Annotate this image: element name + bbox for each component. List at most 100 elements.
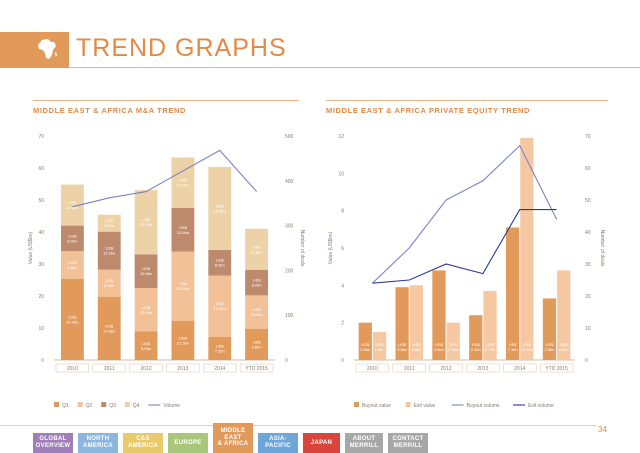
y2-tick-label: 40	[585, 230, 591, 236]
bar-data-label: US$ 7.2bn	[215, 343, 225, 353]
x-tick-label: 2010	[367, 366, 378, 372]
bar-data-label: US$ 21.6bn	[177, 281, 189, 291]
bar-data-label: US$ 25.4bn	[66, 314, 78, 324]
bar-data-label: US$ 8.9bn	[141, 341, 151, 351]
nav-tab-north-america[interactable]: NORTH AMERICA	[78, 433, 118, 453]
legend-label: Exit volume	[528, 403, 554, 409]
legend-swatch	[77, 402, 83, 407]
bar-q4	[245, 228, 269, 270]
bar-data-label: US$ 8.0bn	[67, 233, 77, 243]
right-section-rule	[326, 100, 608, 101]
y2-tick-label: 50	[585, 198, 591, 204]
bar-data-label: US$ 8.6bn	[67, 260, 77, 270]
y2-tick-label: 500	[285, 134, 294, 140]
legend-label: Q2	[86, 403, 93, 409]
x-tick-label: 2013	[477, 366, 488, 372]
y2-axis-title: Number of deals	[599, 230, 605, 267]
x-category-box	[503, 363, 537, 373]
nav-tab-europe[interactable]: EUROPE	[168, 433, 208, 453]
y-tick-label: 10	[338, 171, 344, 177]
x-category-box	[129, 363, 163, 373]
legend-item: Volume	[148, 403, 180, 409]
nav-tab-global-overview[interactable]: GLOBAL OVERVIEW	[33, 433, 73, 453]
y-tick-label: 0	[341, 358, 344, 364]
bar-data-label: US$ 11.9bn	[521, 342, 533, 352]
bar-q3	[245, 269, 269, 296]
legend-swatch	[405, 402, 411, 407]
nav-tab-about-merrill[interactable]: ABOUT MERRILL	[345, 433, 383, 453]
bar-data-label: US$ 11.9bn	[103, 246, 115, 256]
legend-label: Q1	[62, 403, 69, 409]
x-tick-label: 2011	[104, 366, 115, 372]
y-axis-title: Value (US$bn)	[328, 231, 334, 264]
y-axis-title: Value (US$bn)	[28, 231, 34, 264]
legend-item: Exit volume	[513, 403, 554, 409]
bar-data-label: US$ 4.0bn	[411, 342, 421, 352]
y-tick-label: 8	[341, 209, 344, 215]
x-category-box	[466, 363, 500, 373]
x-category-box	[355, 363, 390, 373]
x-category-box	[392, 363, 426, 373]
nav-tab-c-s-america[interactable]: C&S AMERICA	[123, 433, 163, 453]
x-category-box	[203, 363, 237, 373]
right-chart-title: MIDDLE EAST & AFRICA PRIVATE EQUITY TREN…	[326, 106, 531, 115]
x-category-box	[92, 363, 126, 373]
bar-q1	[171, 320, 195, 360]
bar-q3	[171, 208, 195, 252]
x-tick-label: 2011	[404, 366, 415, 372]
bar-data-label: US$ 3.9bn	[397, 342, 407, 352]
x-category-box	[166, 363, 200, 373]
pe-trend-chart: 0 2 4 6 8 10 12 0 10 20 30 40 50 60 70 Value (US$bn) Num…	[328, 134, 605, 409]
bar-data-label: US$ 12.8bn	[66, 200, 78, 210]
nav-tab-middle-east-africa[interactable]: MIDDLE EAST & AFRICA	[213, 423, 253, 453]
bar-q1	[208, 336, 232, 360]
bar-data-label: US$ 19.8bn	[103, 323, 115, 333]
nav-tab-contact-merrill[interactable]: CONTACT MERRILL	[388, 433, 428, 453]
bar-exit-value	[483, 290, 497, 360]
y2-tick-label: 300	[285, 224, 294, 230]
left-section-rule	[33, 100, 299, 101]
y-tick-label: 6	[341, 246, 344, 252]
nav-tab-asia-pacific[interactable]: ASIA- PACIFIC	[258, 433, 298, 453]
bar-data-label: US$ 19.2bn	[214, 301, 226, 311]
x-tick-label: 2014	[214, 366, 225, 372]
y2-tick-label: 200	[285, 268, 294, 274]
y-tick-label: 20	[38, 294, 44, 300]
bar-data-label: US$ 4.8bn	[434, 342, 444, 352]
x-tick-label: 2014	[514, 366, 525, 372]
y2-tick-label: 70	[585, 134, 591, 140]
bar-exit-value	[446, 322, 460, 360]
y2-tick-label: 30	[585, 262, 591, 268]
legend-label: Volume	[163, 403, 180, 409]
bar-data-label: US$ 12.3bn	[177, 335, 189, 345]
legend-item: Q4	[124, 402, 140, 409]
legend-item: Exit value	[405, 402, 435, 409]
line-exit-volume	[372, 209, 557, 284]
bar-data-label: US$ 10.4bn	[250, 307, 262, 317]
bar-data-label: US$ 1.5bn	[375, 342, 385, 352]
y-tick-label: 2	[341, 321, 344, 327]
x-category-box	[239, 363, 274, 373]
x-tick-label: YTD 2015	[245, 366, 268, 372]
bar-data-label: US$ 20.1bn	[140, 217, 152, 227]
legend-label: Q3	[109, 403, 116, 409]
nav-tab-japan[interactable]: JAPAN	[303, 433, 340, 453]
bar-q4	[171, 157, 195, 208]
x-tick-label: 2012	[141, 366, 152, 372]
y-tick-label: 12	[338, 134, 344, 140]
legend-label: Buyout value	[362, 403, 391, 409]
bar-buyout-value	[469, 315, 483, 360]
y2-tick-label: 400	[285, 179, 294, 185]
y-tick-label: 50	[38, 198, 44, 204]
bar-data-label: US$ 9.8bn	[252, 339, 262, 349]
y2-axis-title: Number of deals	[299, 230, 305, 267]
bar-data-label: US$ 5.3bn	[104, 218, 114, 228]
footer-rule	[0, 425, 596, 426]
legend-item: Q2	[77, 402, 93, 409]
bar-data-label: US$ 2.0bn	[360, 342, 370, 352]
bar-q3	[208, 249, 232, 276]
bar-data-label: US$ 2.0bn	[448, 342, 458, 352]
y-tick-label: 40	[38, 230, 44, 236]
bar-q2	[97, 269, 121, 297]
bar-q2	[134, 288, 158, 332]
